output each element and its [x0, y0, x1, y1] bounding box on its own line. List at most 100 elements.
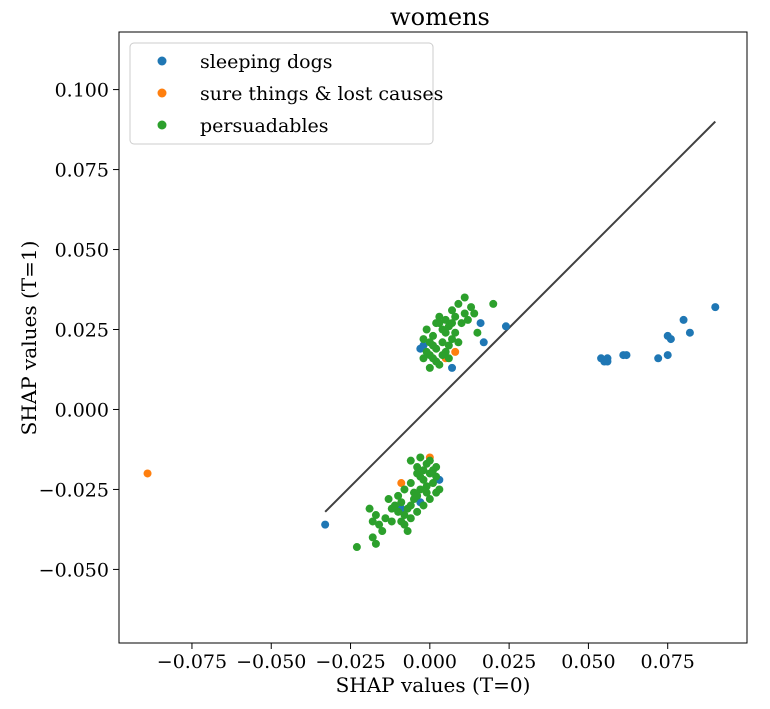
point-persuadables — [467, 303, 476, 312]
point-persuadables — [365, 504, 374, 513]
point-persuadables — [448, 306, 457, 315]
point-persuadables — [473, 328, 482, 337]
y-tick-label: 0.075 — [55, 160, 109, 182]
point-persuadables — [368, 517, 377, 526]
point-sleeping-dogs — [654, 354, 663, 363]
point-persuadables — [435, 312, 444, 321]
point-persuadables — [463, 315, 472, 324]
point-persuadables — [444, 341, 453, 350]
point-persuadables — [429, 354, 437, 363]
point-persuadables — [403, 504, 412, 513]
point-persuadables — [352, 543, 361, 552]
point-persuadables — [397, 498, 406, 507]
axis-ticks: −0.075 −0.050 −0.025 0.000 0.025 0.050 0.075 −0… — [39, 80, 695, 673]
point-sleeping-dogs — [448, 363, 457, 372]
point-persuadables — [413, 469, 422, 478]
point-persuadables — [409, 488, 418, 497]
legend-box — [129, 42, 434, 145]
point-sleeping-dogs — [685, 328, 694, 337]
point-persuadables — [419, 466, 428, 475]
x-tick-label: −0.050 — [236, 651, 306, 673]
point-persuadables — [387, 517, 396, 526]
point-sure-things-lost-causes — [451, 347, 460, 356]
point-persuadables — [438, 325, 447, 334]
y-tick-label: −0.050 — [39, 559, 109, 581]
point-persuadables — [381, 514, 390, 523]
point-persuadables — [422, 347, 431, 356]
point-persuadables — [394, 491, 403, 500]
legend-label-persuadables: persuadables — [200, 115, 329, 137]
point-persuadables — [368, 533, 377, 542]
y-tick-label: 0.050 — [55, 240, 109, 262]
point-persuadables — [406, 479, 415, 488]
point-persuadables — [454, 338, 463, 347]
point-persuadables — [371, 511, 380, 520]
point-persuadables — [419, 335, 428, 344]
point-persuadables — [460, 293, 469, 302]
x-axis-label: SHAP values (T=0) — [336, 673, 531, 697]
point-persuadables — [470, 309, 479, 318]
point-persuadables — [448, 335, 457, 344]
point-persuadables — [438, 338, 447, 347]
legend-marker-persuadables — [157, 120, 167, 130]
point-persuadables — [387, 504, 396, 513]
point-persuadables — [394, 507, 403, 516]
point-persuadables — [432, 472, 441, 481]
point-persuadables — [416, 453, 425, 462]
point-persuadables — [425, 363, 434, 372]
point-persuadables — [441, 347, 450, 356]
y-axis-label: SHAP values (T=1) — [17, 241, 41, 436]
point-persuadables — [378, 527, 387, 536]
chart-title: womens — [390, 3, 490, 31]
point-persuadables — [435, 360, 444, 369]
legend-marker-sleeping-dogs — [157, 56, 167, 66]
y-tick-label: 0.025 — [55, 320, 109, 342]
point-persuadables — [413, 463, 422, 472]
x-tick-label: 0.075 — [641, 651, 695, 673]
point-persuadables — [429, 479, 437, 488]
point-sleeping-dogs — [679, 315, 688, 324]
point-persuadables — [425, 495, 434, 504]
point-sleeping-dogs — [622, 351, 631, 360]
point-persuadables — [429, 341, 437, 350]
point-persuadables — [432, 319, 441, 328]
point-persuadables — [454, 299, 463, 308]
point-persuadables — [422, 482, 431, 491]
point-persuadables — [422, 325, 431, 334]
point-persuadables — [371, 539, 380, 548]
point-persuadables — [460, 309, 469, 318]
point-sleeping-dogs — [603, 357, 612, 366]
point-persuadables — [413, 507, 422, 516]
x-tick-label: −0.075 — [157, 651, 227, 673]
x-tick-label: 0.025 — [482, 651, 536, 673]
point-persuadables — [444, 354, 453, 363]
point-sleeping-dogs — [597, 354, 606, 363]
point-persuadables — [409, 495, 418, 504]
point-persuadables — [384, 495, 393, 504]
point-persuadables — [400, 520, 409, 529]
point-persuadables — [457, 319, 466, 328]
x-tick-label: 0.050 — [561, 651, 615, 673]
point-persuadables — [425, 456, 434, 465]
point-sleeping-dogs — [321, 520, 330, 529]
y-tick-label: 0.000 — [55, 399, 109, 421]
point-persuadables — [489, 299, 498, 308]
x-tick-label: −0.025 — [315, 651, 385, 673]
point-sleeping-dogs — [476, 319, 485, 328]
point-sleeping-dogs — [419, 341, 428, 350]
point-persuadables — [422, 488, 431, 497]
reference-line — [324, 120, 716, 513]
point-sleeping-dogs — [501, 322, 510, 331]
point-persuadables — [419, 354, 428, 363]
point-persuadables — [451, 312, 460, 321]
point-persuadables — [441, 315, 450, 324]
x-tick-label: 0.000 — [403, 651, 457, 673]
point-sure-things-lost-causes — [143, 469, 152, 478]
legend-marker-sure-things — [157, 88, 167, 98]
point-sure-things-lost-causes — [397, 479, 406, 488]
point-persuadables — [435, 485, 444, 494]
point-persuadables — [419, 501, 428, 510]
point-persuadables — [375, 520, 384, 529]
point-persuadables — [416, 485, 425, 494]
